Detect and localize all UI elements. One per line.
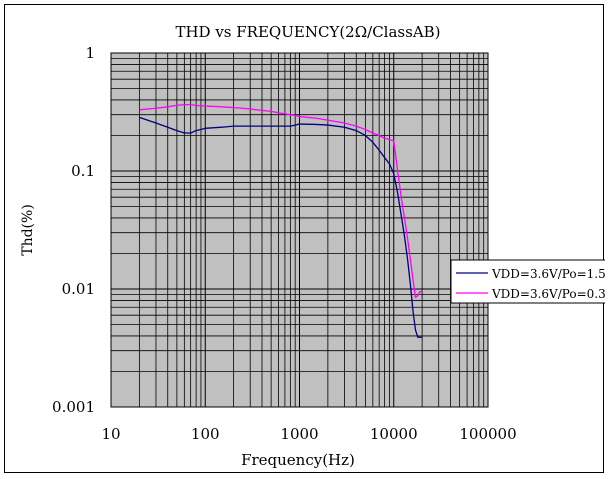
x-axis-label: Frequency(Hz)	[241, 451, 355, 469]
x-tick-label: 100000	[459, 425, 516, 443]
series-layer	[139, 104, 423, 338]
plot-border	[110, 52, 489, 408]
y-axis-label: Thd(%)	[20, 204, 36, 256]
series-line-2	[139, 104, 423, 298]
thd-frequency-chart: THD vs FREQUENCY(2Ω/ClassAB) 10 100 1000 10…	[20, 23, 609, 469]
legend: VDD=3.6V/Po=1.5W VDD=3.6V/Po=0.3W	[450, 259, 609, 304]
x-tick-label: 10000	[370, 425, 418, 443]
y-tick-label: 0.01	[62, 280, 95, 298]
chart-frame: THD vs FREQUENCY(2Ω/ClassAB) 10 100 1000 10…	[4, 4, 609, 473]
y-tick-labels: 1 0.1 0.01 0.001	[52, 44, 95, 416]
x-tick-label: 10	[101, 425, 120, 443]
series-line-1	[139, 116, 423, 338]
y-tick-label: 0.1	[71, 162, 95, 180]
x-tick-label: 1000	[280, 425, 318, 443]
chart-title: THD vs FREQUENCY(2Ω/ClassAB)	[175, 23, 440, 41]
y-tick-label: 0.001	[52, 398, 95, 416]
x-tick-labels: 10 100 1000 10000 100000	[101, 425, 516, 443]
grid-lines	[110, 53, 488, 408]
x-tick-label: 100	[191, 425, 220, 443]
legend-label: VDD=3.6V/Po=1.5W	[491, 267, 605, 281]
y-tick-label: 1	[85, 44, 95, 62]
legend-label: VDD=3.6V/Po=0.3W	[491, 287, 605, 301]
